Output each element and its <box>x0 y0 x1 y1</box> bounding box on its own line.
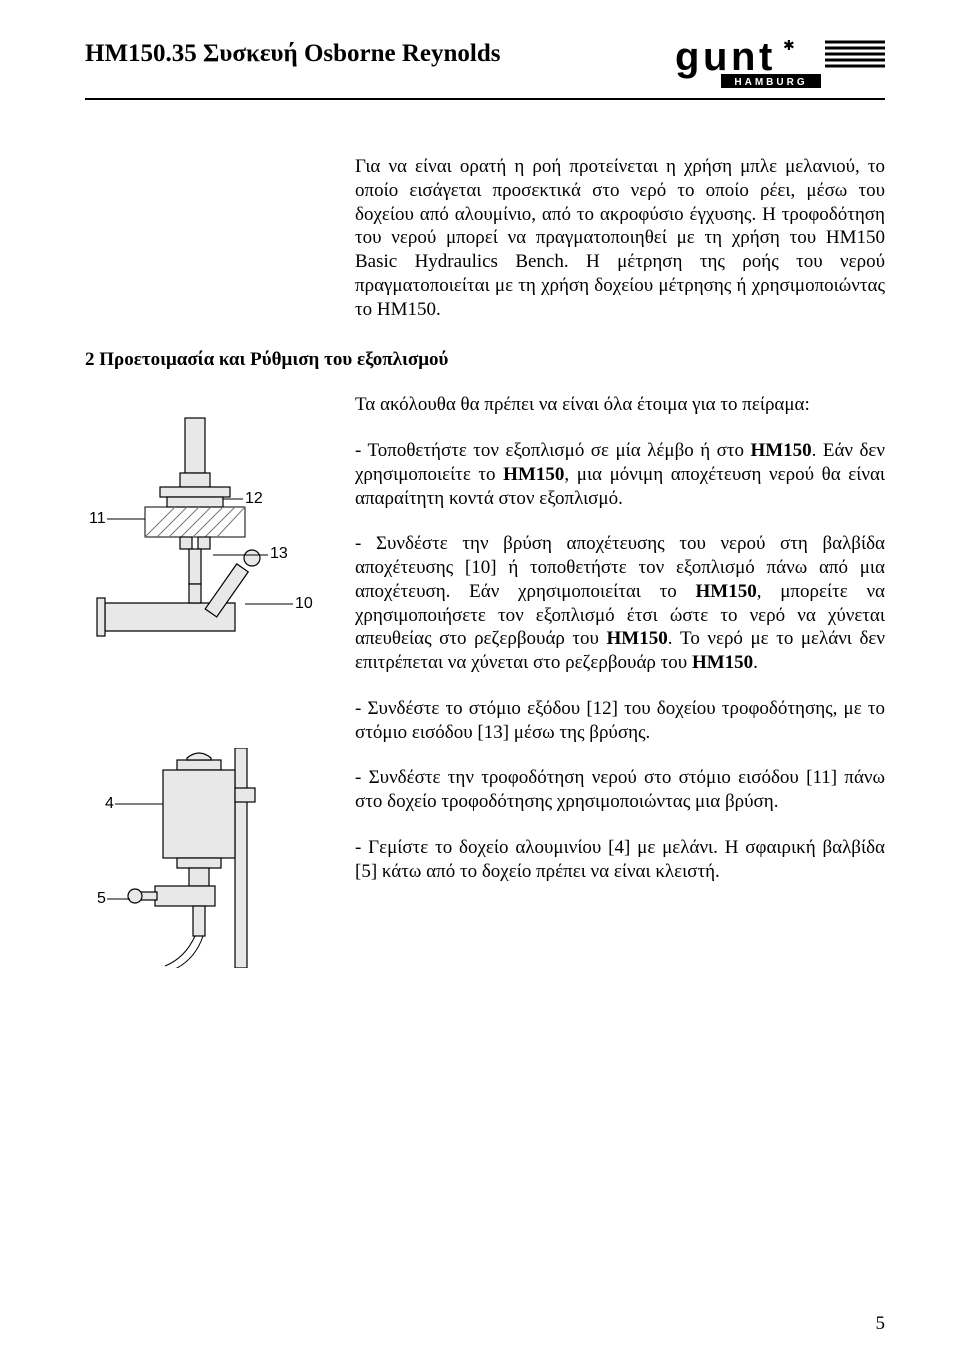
para-3: - Συνδέστε την βρύση αποχέτευσης του νερ… <box>355 532 885 675</box>
figure-1: 11 12 13 10 <box>85 413 325 648</box>
label-4: 4 <box>105 795 114 812</box>
svg-text:u: u <box>703 40 725 79</box>
p2-a: - Τοποθετήστε τον εξοπλισμό σε μία λέμβο… <box>355 440 750 461</box>
para-6: - Γεμίστε το δοχείο αλουμινίου [4] με με… <box>355 836 885 884</box>
label-13: 13 <box>270 545 288 562</box>
label-5: 5 <box>97 890 106 907</box>
logo: g u n t HAMBURG ✱ <box>675 40 885 90</box>
header-rule <box>85 98 885 100</box>
svg-text:n: n <box>731 40 753 79</box>
text-column: Τα ακόλουθα θα πρέπει να είναι όλα έτοιμ… <box>355 393 885 905</box>
para-1: Τα ακόλουθα θα πρέπει να είναι όλα έτοιμ… <box>355 393 885 417</box>
para-5: - Συνδέστε την τροφοδότηση νερού στο στό… <box>355 766 885 814</box>
header: HM150.35 Συσκευή Osborne Reynolds g u n … <box>85 40 885 90</box>
para-4: - Συνδέστε το στόμιο εξόδου [12] του δοχ… <box>355 697 885 745</box>
figure-column: 11 12 13 10 <box>85 393 355 968</box>
label-10: 10 <box>295 595 313 612</box>
p3-d: HM150 <box>607 628 668 649</box>
label-12: 12 <box>245 490 263 507</box>
p3-f: HM150 <box>692 652 753 673</box>
svg-text:✱: ✱ <box>783 40 795 54</box>
p2-d: HM150 <box>503 464 564 485</box>
figure-2: 4 5 <box>85 748 325 968</box>
para-2: - Τοποθετήστε τον εξοπλισμό σε μία λέμβο… <box>355 439 885 510</box>
logo-subtext: HAMBURG <box>734 77 807 88</box>
label-11: 11 <box>89 510 106 527</box>
content-row: 11 12 13 10 <box>85 393 885 968</box>
page-number: 5 <box>876 1313 886 1335</box>
p3-g: . <box>753 652 758 673</box>
doc-title: HM150.35 Συσκευή Osborne Reynolds <box>85 40 501 68</box>
intro-paragraph: Για να είναι ορατή η ροή προτείνεται η χ… <box>355 155 885 321</box>
p2-b: HM150 <box>750 440 811 461</box>
p3-b: HM150 <box>696 581 757 602</box>
svg-text:g: g <box>675 40 697 79</box>
section-heading: 2 Προετοιμασία και Ρύθμιση του εξοπλισμο… <box>85 349 885 371</box>
svg-text:t: t <box>759 40 772 79</box>
